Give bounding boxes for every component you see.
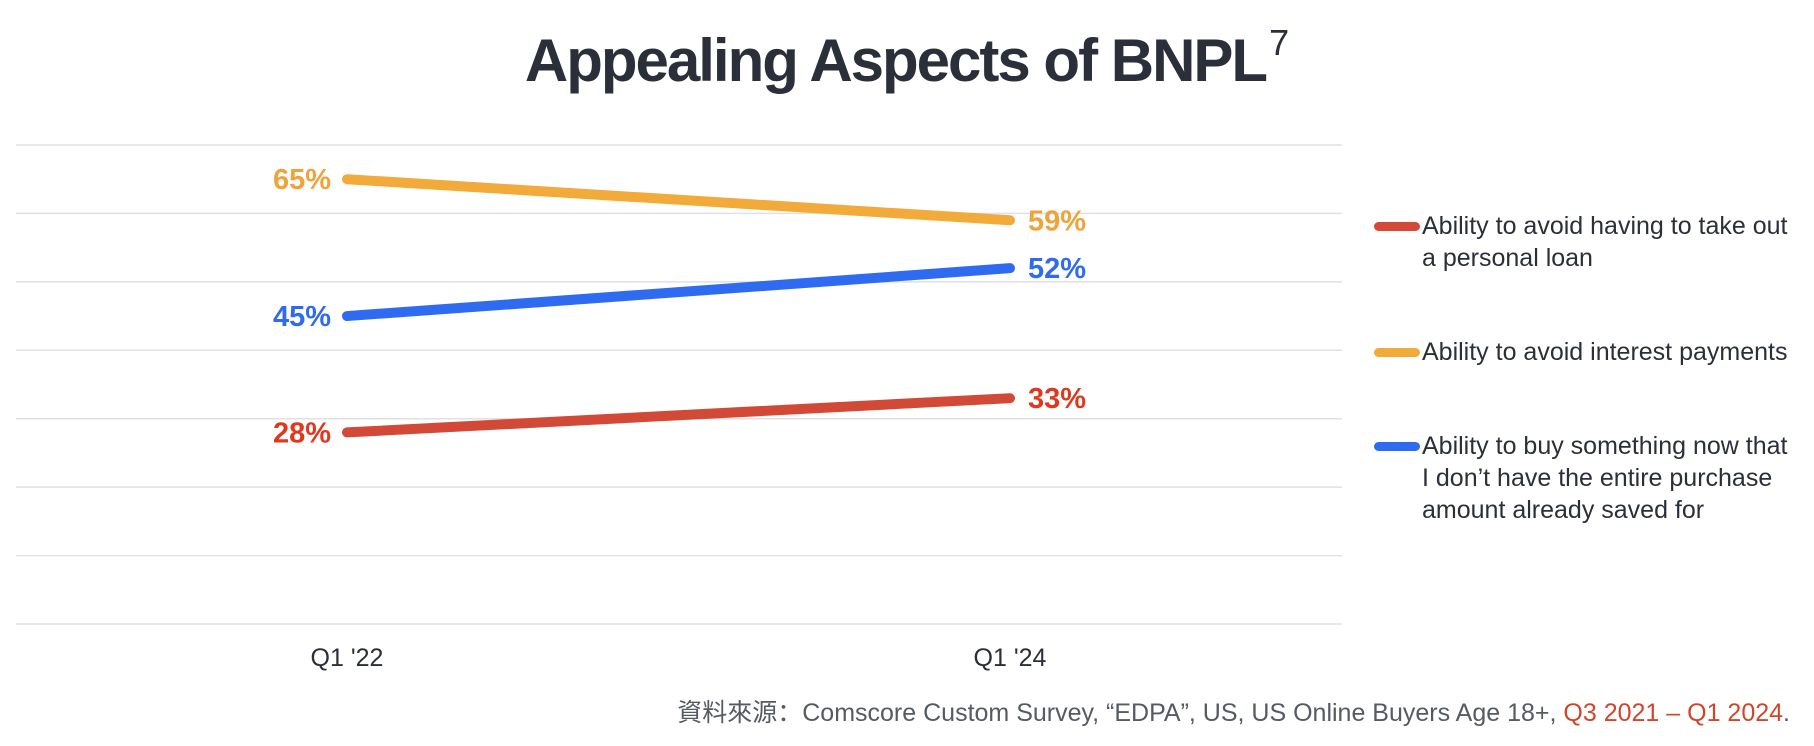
source-period: Q3 2021 – Q1 2024 xyxy=(1563,699,1784,727)
data-label: 65% xyxy=(273,164,331,196)
x-tick-label: Q1 '22 xyxy=(311,644,384,672)
legend-swatch xyxy=(1374,222,1420,231)
chart-title: Appealing Aspects of BNPL7 xyxy=(0,22,1814,95)
data-label: 28% xyxy=(273,417,331,449)
data-label: 33% xyxy=(1028,383,1086,415)
data-label: 59% xyxy=(1028,205,1086,237)
series-line-1 xyxy=(342,174,1015,226)
legend-item-buy-now: Ability to buy something now that I don’… xyxy=(1370,430,1800,526)
legend-item-personal-loan: Ability to avoid having to take out a pe… xyxy=(1370,210,1800,274)
series-line-2 xyxy=(342,263,1015,322)
legend: Ability to avoid having to take out a pe… xyxy=(1370,210,1800,588)
x-tick-label: Q1 '24 xyxy=(974,644,1047,672)
legend-swatch xyxy=(1374,442,1420,451)
legend-label: Ability to avoid having to take out a pe… xyxy=(1422,212,1788,272)
legend-item-interest: Ability to avoid interest payments xyxy=(1370,336,1800,368)
source-prefix: 資料來源：Comscore Custom Survey, “EDPA”, US,… xyxy=(677,699,1564,727)
legend-label: Ability to buy something now that I don’… xyxy=(1422,432,1788,524)
source-suffix: . xyxy=(1783,699,1790,727)
data-label: 52% xyxy=(1028,253,1086,285)
data-label: 45% xyxy=(273,301,331,333)
series-line-0 xyxy=(342,393,1015,438)
title-footnote: 7 xyxy=(1269,22,1290,63)
chart-title-text: Appealing Aspects of BNPL xyxy=(524,27,1268,94)
gridlines xyxy=(16,144,1342,625)
data-labels: 28% 33% 65% 59% 45% 52% xyxy=(273,164,1086,449)
legend-swatch xyxy=(1374,348,1420,357)
series-lines xyxy=(342,174,1015,438)
legend-label: Ability to avoid interest payments xyxy=(1422,338,1788,366)
source-note: 資料來源：Comscore Custom Survey, “EDPA”, US,… xyxy=(677,693,1790,729)
x-axis-ticks: Q1 '22 Q1 '24 xyxy=(311,644,1047,672)
